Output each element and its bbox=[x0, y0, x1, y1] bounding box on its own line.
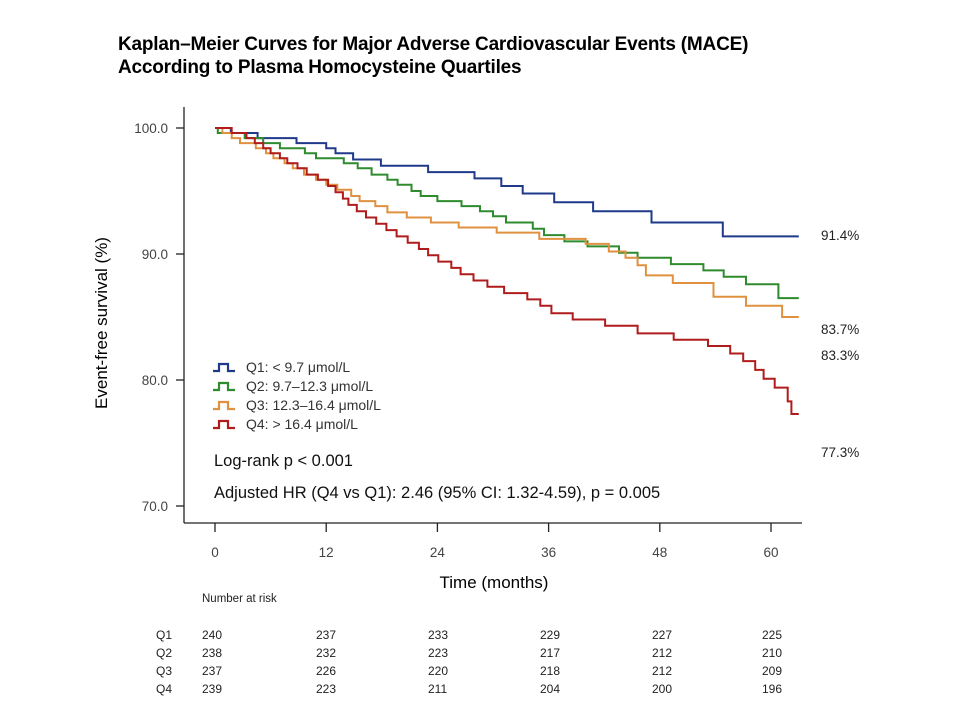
x-tick-label: 48 bbox=[652, 545, 667, 560]
chart-title-line-2: According to Plasma Homocysteine Quartil… bbox=[118, 57, 522, 78]
km-curve-q3 bbox=[215, 127, 799, 318]
y-tick-label: 70.0 bbox=[142, 499, 168, 514]
survival-curves bbox=[215, 127, 799, 415]
x-tick-label: 12 bbox=[319, 545, 334, 560]
legend-label-q1: Q1: < 9.7 μmol/L bbox=[246, 359, 350, 375]
km-curve-q4 bbox=[215, 127, 799, 415]
legend-swatch-q3 bbox=[213, 400, 235, 411]
x-tick-label: 60 bbox=[763, 545, 778, 560]
end-label-q2: 83.3% bbox=[821, 348, 859, 363]
end-label-q1: 91.4% bbox=[821, 228, 859, 243]
legend-label-q4: Q4: > 16.4 μmol/L bbox=[246, 416, 358, 432]
km-curve-q2 bbox=[215, 127, 799, 300]
legend-item-q3: Q3: 12.3–16.4 μmol/L bbox=[213, 397, 381, 413]
legend-swatch-q4 bbox=[213, 419, 235, 430]
chart-title-line-1: Kaplan–Meier Curves for Major Adverse Ca… bbox=[118, 34, 749, 55]
legend-item-q4: Q4: > 16.4 μmol/L bbox=[213, 416, 358, 432]
end-label-q3: 83.7% bbox=[821, 322, 859, 337]
legend-swatch-q1 bbox=[213, 362, 235, 373]
x-tick-label: 24 bbox=[430, 545, 446, 560]
y-axis-title: Event-free survival (%) bbox=[92, 237, 111, 409]
hazard-ratio-annotation: Adjusted HR (Q4 vs Q1): 2.46 (95% CI: 1.… bbox=[214, 484, 660, 502]
log-rank-annotation: Log-rank p < 0.001 bbox=[214, 452, 353, 470]
x-axis-title: Time (months) bbox=[440, 573, 549, 592]
legend-label-q2: Q2: 9.7–12.3 μmol/L bbox=[246, 378, 373, 394]
end-labels: 91.4% 83.7% 83.3% 77.3% bbox=[821, 228, 859, 460]
statistics-annotations: Log-rank p < 0.001 Adjusted HR (Q4 vs Q1… bbox=[214, 452, 660, 502]
legend: Q1: < 9.7 μmol/L Q2: 9.7–12.3 μmol/L Q3: 1… bbox=[213, 359, 381, 432]
x-tick-label: 36 bbox=[541, 545, 556, 560]
km-curve-q1 bbox=[215, 127, 799, 238]
axes: 70.0 80.0 90.0 100.0 0 12 24 36 48 60 Event-free… bbox=[92, 107, 802, 592]
end-label-q4: 77.3% bbox=[821, 445, 859, 460]
y-tick-label: 80.0 bbox=[142, 373, 168, 388]
legend-item-q2: Q2: 9.7–12.3 μmol/L bbox=[213, 378, 373, 394]
x-tick-label: 0 bbox=[211, 545, 219, 560]
y-tick-label: 100.0 bbox=[134, 121, 168, 136]
x-ticks: 0 12 24 36 48 60 bbox=[211, 523, 779, 560]
legend-item-q1: Q1: < 9.7 μmol/L bbox=[213, 359, 350, 375]
chart-title: Kaplan–Meier Curves for Major Adverse Ca… bbox=[118, 33, 748, 79]
legend-label-q3: Q3: 12.3–16.4 μmol/L bbox=[246, 397, 381, 413]
y-ticks: 70.0 80.0 90.0 100.0 bbox=[134, 121, 184, 514]
legend-swatch-q2 bbox=[213, 381, 235, 392]
y-tick-label: 90.0 bbox=[142, 247, 168, 262]
